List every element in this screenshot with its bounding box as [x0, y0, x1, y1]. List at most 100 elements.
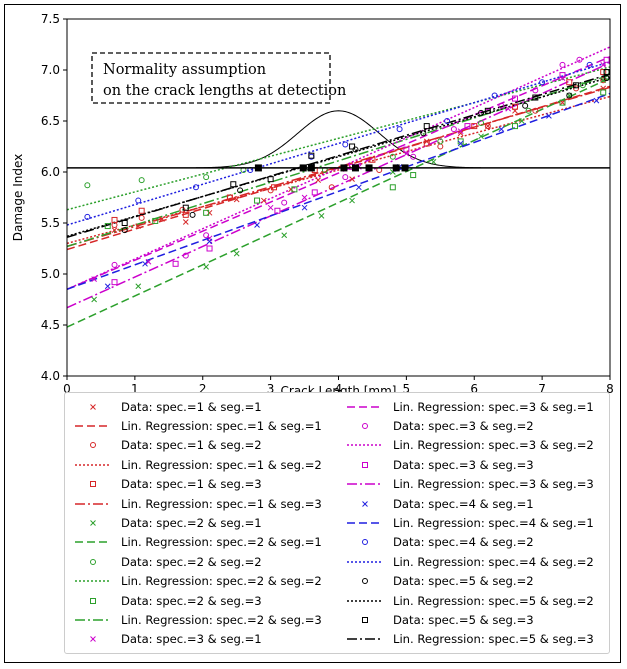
legend-marker: [362, 539, 368, 546]
data-point-s22-8: [566, 92, 573, 99]
data-point-s2-9: [532, 107, 539, 114]
legend-item-10: Data: spec.=2 & seg.=3: [73, 591, 322, 610]
legend-marker: [90, 403, 96, 410]
data-point-s10-1: [152, 217, 159, 224]
data-point-s16-4: [311, 189, 318, 196]
data-point-s2-7: [437, 143, 444, 150]
data-point-s24-7: [484, 107, 491, 114]
data-point-s24-8: [532, 94, 539, 101]
legend-item-0: Data: spec.=1 & seg.=1: [73, 397, 322, 416]
x-tick-label: 1: [131, 382, 139, 396]
legend-swatch: [75, 464, 111, 466]
data-point-s22-7: [522, 102, 529, 109]
data-point-s0-0: [111, 227, 118, 233]
legend-swatch: [347, 405, 383, 408]
data-point-s18-1: [142, 260, 148, 267]
x-tick-label: 5: [403, 382, 411, 396]
legend-swatch: [75, 580, 111, 582]
legend-item-23: Lin. Regression: spec.=5 & seg.=2: [345, 591, 594, 610]
data-point-s4-7: [423, 140, 430, 147]
axes-layer: 0 1 2 3 4 5 6 7 8 4.0 4.5 5.0 5.5 6.0 6.5 7.0 7.5: [41, 12, 614, 396]
data-point-s16-10: [603, 56, 610, 63]
data-points-layer: [84, 56, 610, 303]
data-point-s2-5: [328, 184, 335, 191]
data-point-s14-7: [498, 102, 505, 109]
data-point-s2-8: [484, 123, 491, 130]
data-point-s24-0: [121, 220, 128, 226]
data-point-s20-9: [539, 79, 546, 86]
legend-label: Lin. Regression: spec.=3 & seg.=3: [393, 477, 594, 492]
data-point-s20-1: [135, 197, 142, 204]
data-point-s8-2: [203, 174, 210, 181]
regression-line-9: [67, 66, 610, 211]
data-point-s6-4: [281, 232, 288, 239]
legend-label: Lin. Regression: spec.=4 & seg.=1: [393, 516, 594, 531]
data-point-s10-2: [203, 209, 210, 216]
legend-swatch: [75, 541, 111, 544]
data-point-s24-1: [182, 204, 189, 211]
data-point-s8-8: [525, 107, 532, 114]
data-point-s10-3: [254, 197, 261, 204]
legend-swatch: [347, 483, 383, 485]
data-point-s10-4: [291, 186, 298, 193]
legend-marker: [90, 442, 96, 449]
legend-label: Data: spec.=2 & seg.=2: [121, 554, 262, 569]
legend-label: Data: spec.=5 & seg.=3: [393, 612, 534, 627]
legend-swatch: [362, 423, 368, 430]
normal-curve-layer: [195, 110, 482, 169]
data-point-s14-0: [111, 261, 118, 268]
y-tick-label: 7.0: [41, 63, 60, 77]
legend-label: Data: spec.=5 & seg.=2: [393, 574, 534, 589]
legend-label: Lin. Regression: spec.=2 & seg.=1: [121, 535, 322, 550]
annotation-line-1: Normality assumption: [103, 62, 266, 78]
data-point-s22-6: [478, 109, 485, 116]
legend-label: Lin. Regression: spec.=5 & seg.=3: [393, 632, 594, 647]
legend-label: Lin. Regression: spec.=1 & seg.=1: [121, 419, 322, 434]
data-point-s6-5: [318, 213, 325, 219]
data-point-s24-3: [267, 176, 274, 183]
data-point-s6-0: [91, 296, 98, 303]
legend-swatch: [90, 636, 96, 643]
annotation-box: Normality assumption on the crack length…: [91, 52, 346, 104]
data-point-s16-2: [206, 245, 213, 252]
legend-column-left: Data: spec.=1 & seg.=1 Lin. Regression: s…: [73, 397, 322, 649]
data-point-s10-10: [600, 89, 607, 96]
data-point-s20-6: [396, 126, 403, 133]
legend-marker: [362, 500, 368, 507]
legend-item-22: Data: spec.=5 & seg.=2: [345, 572, 594, 591]
data-point-s12-10: [600, 62, 607, 68]
legend-item-7: Lin. Regression: spec.=2 & seg.=1: [73, 533, 322, 552]
legend-label: Lin. Regression: spec.=1 & seg.=2: [121, 457, 322, 472]
legend-swatch: [75, 502, 111, 505]
data-point-s18-9: [546, 113, 552, 119]
legend-label: Data: spec.=1 & seg.=3: [121, 477, 262, 492]
data-point-s18-2: [206, 238, 213, 245]
y-tick-label: 4.5: [41, 318, 60, 332]
data-point-s0-2: [159, 216, 165, 222]
legend-item-18: Data: spec.=4 & seg.=1: [345, 494, 594, 513]
data-point-s8-7: [478, 120, 485, 127]
data-point-s18-10: [593, 97, 600, 104]
detection-point-5: [365, 164, 373, 172]
data-point-s24-5: [349, 143, 356, 150]
x-tick-label: 7: [538, 382, 546, 396]
legend-marker: [90, 520, 96, 526]
data-point-s4-11: [600, 69, 607, 76]
legend-swatch: [347, 599, 383, 602]
data-point-s14-5: [410, 153, 417, 160]
data-point-s10-5: [389, 184, 396, 191]
data-point-s18-7: [457, 140, 464, 147]
data-point-s14-6: [450, 126, 457, 133]
legend-item-20: Data: spec.=4 & seg.=2: [345, 533, 594, 552]
data-point-s24-2: [230, 181, 237, 188]
legend-swatch: [90, 481, 96, 488]
detection-point-6: [392, 164, 400, 172]
legend-marker: [362, 578, 368, 585]
legend-swatch: [362, 461, 368, 468]
legend-marker: [362, 616, 368, 623]
data-point-s2-10: [573, 85, 580, 92]
data-point-s6-8: [430, 158, 437, 165]
legend-item-24: Data: spec.=5 & seg.=3: [345, 610, 594, 629]
legend-label: Lin. Regression: spec.=2 & seg.=3: [121, 612, 322, 627]
figure-frame: [4, 4, 621, 663]
